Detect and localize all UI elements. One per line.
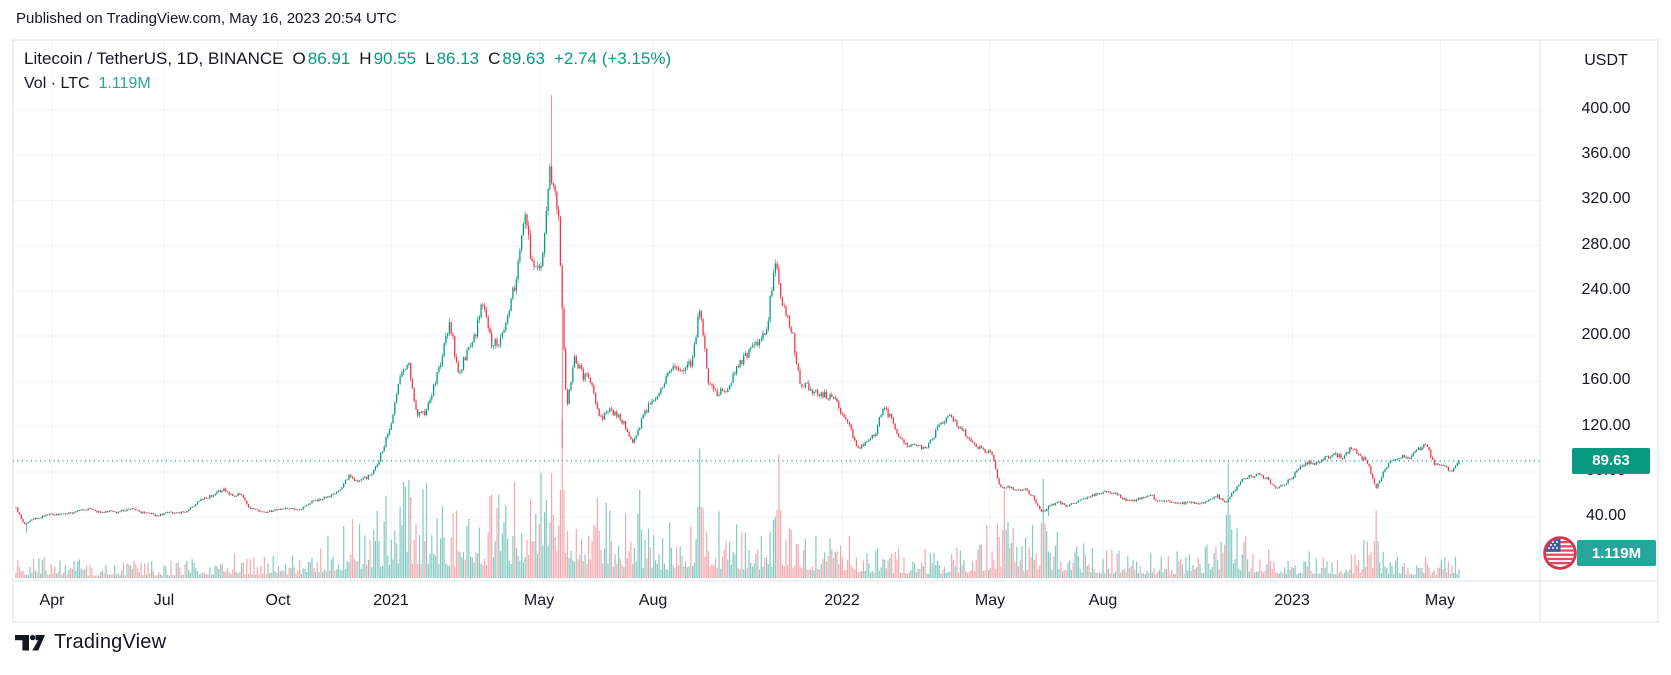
open-value: 86.91 xyxy=(307,49,351,68)
tradingview-logo-icon xyxy=(15,634,45,650)
tradingview-link[interactable]: TradingView xyxy=(15,631,166,654)
symbol-title: Litecoin / TetherUS, 1D, BINANCE xyxy=(24,49,284,68)
time-tick-label: May xyxy=(523,592,555,609)
time-tick-label: May xyxy=(1424,592,1456,609)
price-axis-currency: USDT xyxy=(1584,52,1628,69)
ohlc-high: H 90.55 xyxy=(359,49,416,69)
last-price-badge: 89.63 xyxy=(1572,447,1650,474)
volume-legend[interactable]: Vol · LTC 1.119M xyxy=(24,75,151,93)
price-tick-label: 280.00 xyxy=(1581,235,1631,253)
high-label: H xyxy=(359,49,372,68)
volume-label: Vol · LTC xyxy=(24,75,90,92)
symbol-legend[interactable]: Litecoin / TetherUS, 1D, BINANCE O 86.91 … xyxy=(24,49,671,69)
close-value: 89.63 xyxy=(502,49,545,68)
published-bar: Published on TradingView.com, May 16, 20… xyxy=(16,10,397,27)
time-tick-label: 2022 xyxy=(824,592,860,609)
volume-badge: 1.119M xyxy=(1577,540,1656,566)
ohlc-open: O 86.91 xyxy=(293,49,351,69)
time-tick-label: Jul xyxy=(153,592,175,609)
us-flag-icon xyxy=(1543,536,1577,570)
low-label: L xyxy=(425,49,435,68)
time-tick-label: Oct xyxy=(265,592,291,609)
time-tick-label: 2021 xyxy=(373,592,409,609)
ohlc-low: L 86.13 xyxy=(425,49,479,69)
price-tick-label: 240.00 xyxy=(1581,280,1631,298)
high-value: 90.55 xyxy=(373,49,417,68)
time-tick-label: May xyxy=(974,592,1006,609)
time-tick-label: 2023 xyxy=(1274,592,1310,609)
open-label: O xyxy=(292,49,306,68)
price-tick-label: 360.00 xyxy=(1581,145,1631,163)
price-tick-label: 400.00 xyxy=(1581,99,1631,117)
price-tick-label: 120.00 xyxy=(1581,416,1631,434)
price-tick-label: 200.00 xyxy=(1581,326,1631,344)
time-tick-label: Aug xyxy=(638,592,668,609)
ohlc-close: C 89.63 xyxy=(488,49,545,69)
volume-value: 1.119M xyxy=(98,75,151,92)
low-value: 86.13 xyxy=(436,49,480,68)
change-value: +2.74 (+3.15%) xyxy=(553,49,672,68)
time-tick-label: Apr xyxy=(39,592,65,609)
tradingview-logo-text: TradingView xyxy=(54,631,167,653)
price-tick-label: 320.00 xyxy=(1581,190,1631,208)
price-tick-label: 40.00 xyxy=(1585,507,1627,524)
time-tick-label: Aug xyxy=(1088,592,1118,609)
close-label: C xyxy=(488,49,501,68)
price-tick-label: 160.00 xyxy=(1581,371,1631,389)
